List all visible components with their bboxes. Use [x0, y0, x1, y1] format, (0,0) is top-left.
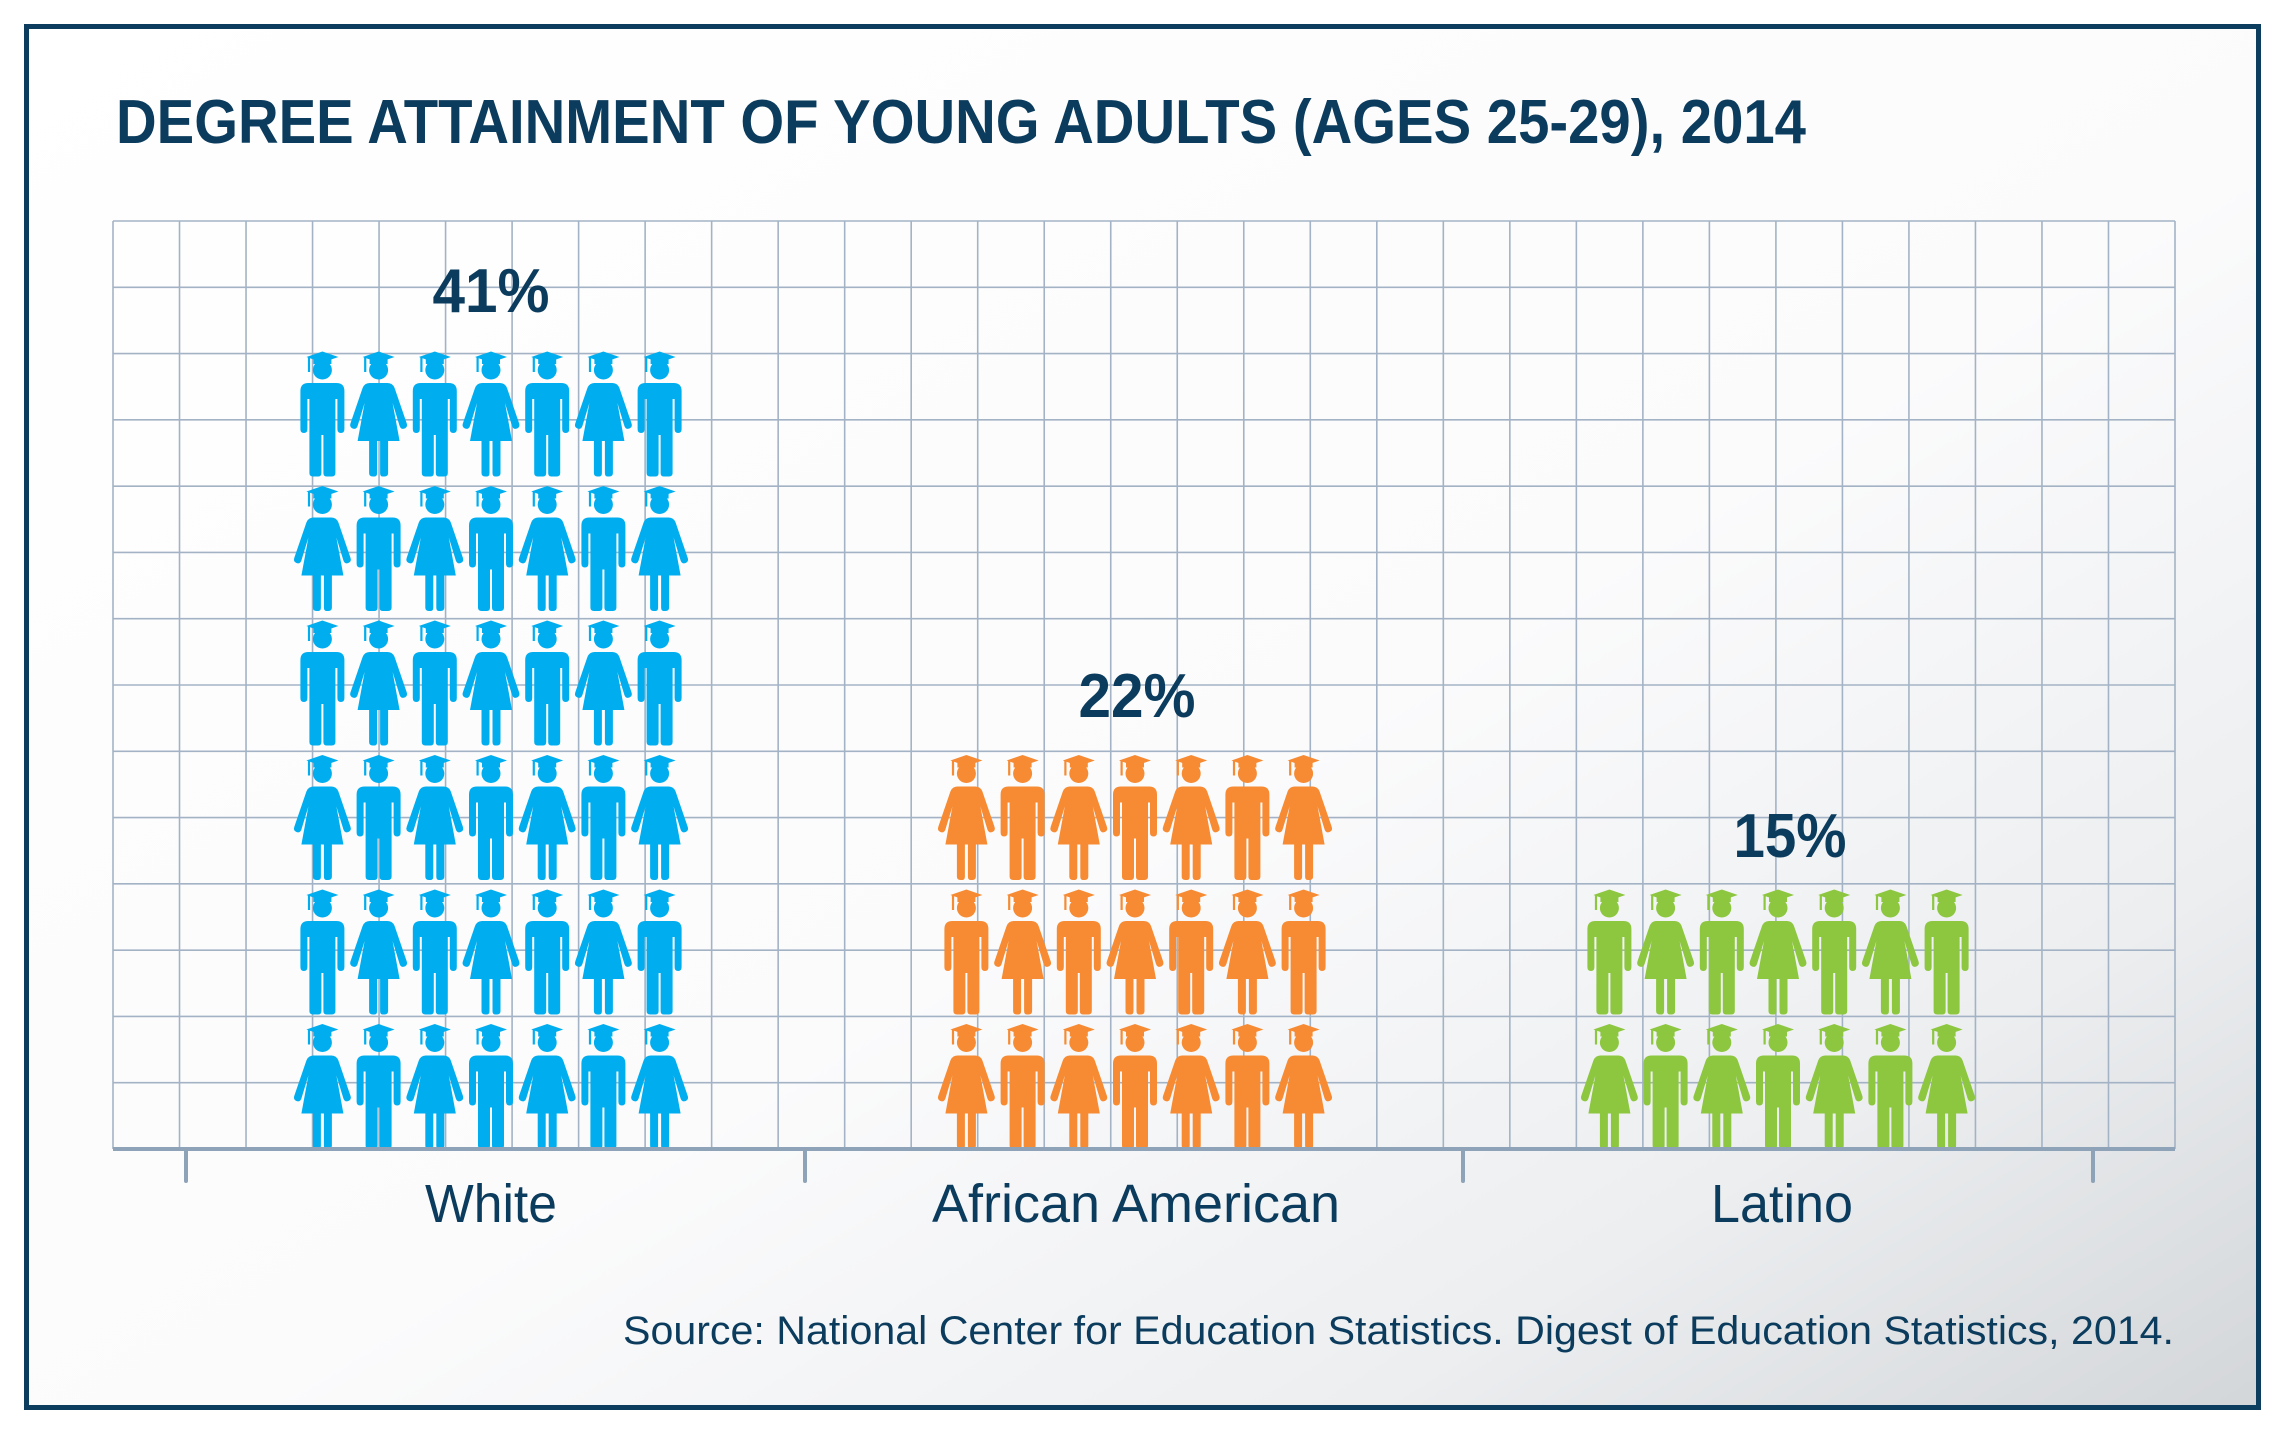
- chart-title: DEGREE ATTAINMENT OF YOUNG ADULTS (AGES …: [116, 88, 1806, 157]
- value-label-latino: 15%: [1734, 802, 1847, 871]
- x-axis: [113, 1147, 2175, 1183]
- grid-lines: [112, 220, 2176, 1149]
- value-label-white: 41%: [433, 257, 550, 326]
- category-label-african-american: African American: [932, 1174, 1340, 1234]
- category-label-latino: Latino: [1711, 1174, 1853, 1234]
- category-label-white: White: [425, 1174, 557, 1234]
- value-label-african-american: 22%: [1079, 662, 1196, 731]
- source-note: Source: National Center for Education St…: [623, 1309, 2174, 1353]
- panel-background: [24, 24, 2261, 1410]
